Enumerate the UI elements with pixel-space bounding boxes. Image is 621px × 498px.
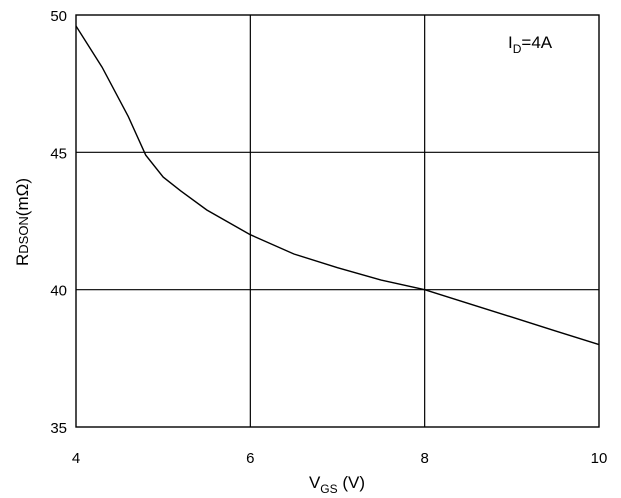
x-tick-label: 4 (72, 450, 80, 467)
y-tick-label: 35 (50, 420, 67, 437)
y-axis-title: RDSON(mΩ) (13, 178, 32, 266)
y-tick-label: 45 (50, 145, 67, 162)
rdson-curve (75, 25, 600, 346)
x-tick-labels: 4 6 8 10 (72, 450, 608, 467)
drain-current-annotation: ID=4A (508, 33, 553, 56)
plot-frame (75, 14, 600, 428)
x-axis-title: VGS (V) (309, 473, 365, 496)
x-tick-label: 8 (420, 450, 428, 467)
gridlines (76, 15, 599, 427)
y-tick-labels: 35 40 45 50 (50, 8, 67, 437)
x-tick-label: 6 (246, 450, 254, 467)
y-tick-label: 40 (50, 283, 67, 300)
y-tick-label: 50 (50, 8, 67, 25)
x-tick-label: 10 (591, 450, 608, 467)
